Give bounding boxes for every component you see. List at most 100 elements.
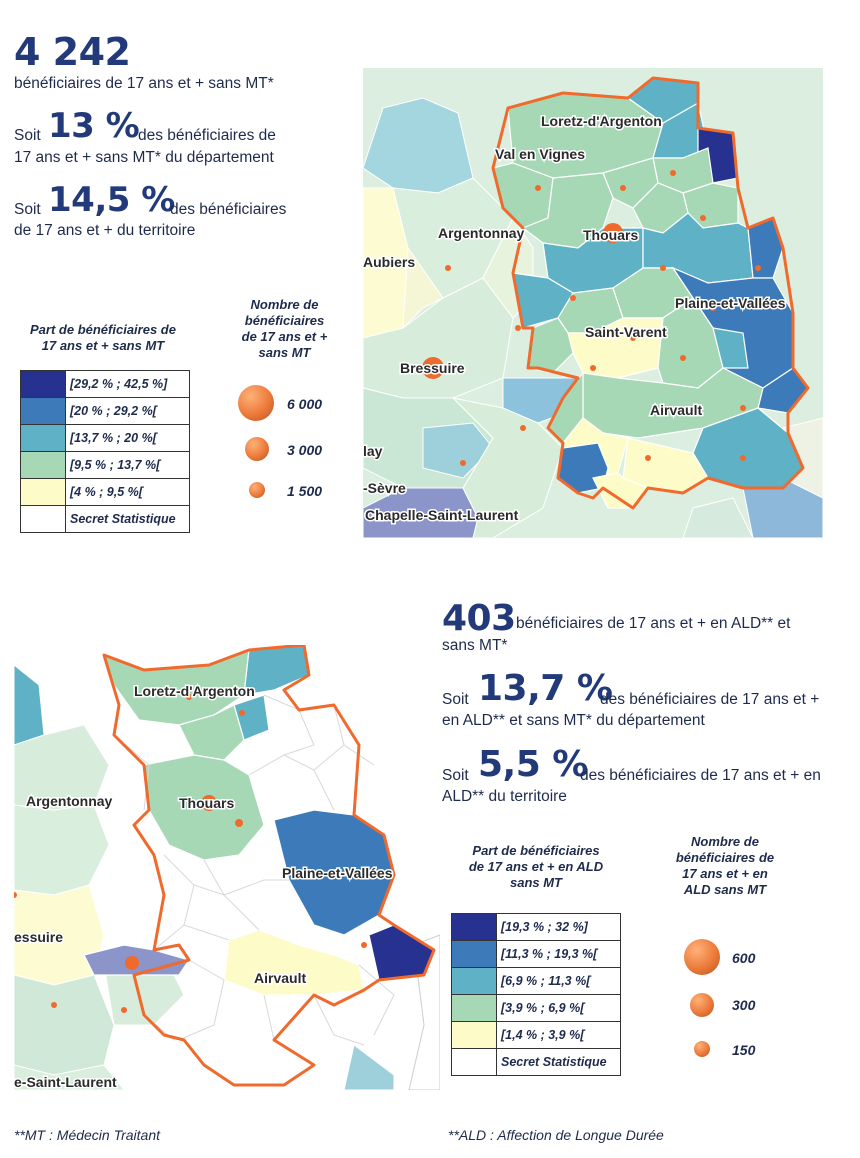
legend-label: [20 % ; 29,2 %[ xyxy=(65,397,190,425)
legend-label: [6,9 % ; 11,3 %[ xyxy=(496,967,621,995)
s1-dept-pct: 13 % xyxy=(48,106,140,146)
s1-legend-title-line1: Part de bénéficiaires de xyxy=(30,322,176,337)
s1-legend-title-line2: 17 ans et + sans MT xyxy=(41,338,165,353)
bubble-medium xyxy=(690,993,714,1017)
s2-dept-prefix: Soit xyxy=(442,691,469,708)
s1-dept-desc-a: des bénéficiaires de xyxy=(138,127,276,144)
s1-bubble-title-line: Nombre de xyxy=(250,297,319,312)
s2-terr-desc-a: des bénéficiaires de 17 ans et + en xyxy=(580,767,821,784)
legend-label: [4 % ; 9,5 %[ xyxy=(65,478,190,506)
map1-label-saintvarent: Saint-Varent xyxy=(585,324,667,340)
s1-count: 4 242 xyxy=(14,30,131,74)
s2-count: 403 xyxy=(442,598,516,639)
map2-label-argentonnay: Argentonnay xyxy=(26,793,113,809)
legend-swatch xyxy=(20,505,66,533)
s2-legend-title-line3: sans MT xyxy=(509,875,562,890)
s2-bubble-title-line: 17 ans et + en xyxy=(682,866,768,881)
legend-swatch xyxy=(451,994,497,1022)
legend-label: [13,7 % ; 20 %[ xyxy=(65,424,190,452)
s1-bubble-title-line: sans MT xyxy=(258,345,311,360)
bubble-medium xyxy=(245,437,269,461)
s1-legend: [29,2 % ; 42,5 %] [20 % ; 29,2 %[ [13,7 … xyxy=(20,370,190,533)
s2-terr-desc-b: ALD** du territoire xyxy=(442,788,567,805)
map-2: Loretz-d'Argenton Argentonnay Thouars Pl… xyxy=(14,645,440,1090)
legend-row: [6,9 % ; 11,3 %[ xyxy=(451,967,621,995)
s2-legend-title-line1: Part de bénéficiaires xyxy=(472,843,600,858)
map1-label-plaine: Plaine-et-Vallées xyxy=(675,295,786,311)
map1-label-aubiers: Aubiers xyxy=(363,254,415,270)
s1-count-desc: bénéficiaires de 17 ans et + sans MT* xyxy=(14,75,274,92)
legend-swatch xyxy=(451,967,497,995)
legend-label: [9,5 % ; 13,7 %[ xyxy=(65,451,190,479)
s1-terr-desc-b: de 17 ans et + du territoire xyxy=(14,222,196,239)
legend-row: [11,3 % ; 19,3 %[ xyxy=(451,940,621,968)
legend-row: [4 % ; 9,5 %[ xyxy=(20,478,190,506)
map-2-svg: Loretz-d'Argenton Argentonnay Thouars Pl… xyxy=(14,645,440,1090)
map1-label-thouars: Thouars xyxy=(583,227,638,243)
s2-bubble-title-line: Nombre de xyxy=(691,834,759,849)
map1-label-valenvignes: Val en Vignes xyxy=(495,146,585,162)
s2-count-desc-a: bénéficiaires de 17 ans et + en ALD** et xyxy=(516,615,791,632)
map2-label-plaine: Plaine-et-Vallées xyxy=(282,865,393,881)
s2-legend-title-line2: de 17 ans et + en ALD xyxy=(468,859,604,874)
legend-label: Secret Statistique xyxy=(496,1048,621,1076)
map-1: Loretz-d'Argenton Val en Vignes Argenton… xyxy=(363,68,823,538)
map1-label-sevre: -Sèvre xyxy=(363,480,406,496)
s1-bubble-title-line: de 17 ans et + xyxy=(241,329,328,344)
s1-terr-pct: 14,5 % xyxy=(48,180,175,220)
legend-swatch xyxy=(451,1021,497,1049)
bubble-large xyxy=(684,939,720,975)
map2-label-bressuire: essuire xyxy=(14,929,63,945)
s1-bubble-title-line: bénéficiaires xyxy=(244,313,325,328)
legend-row: Secret Statistique xyxy=(20,505,190,533)
map2-label-airvault: Airvault xyxy=(254,970,306,986)
legend-swatch xyxy=(20,478,66,506)
legend-label: [11,3 % ; 19,3 %[ xyxy=(496,940,621,968)
map1-label-loretz: Loretz-d'Argenton xyxy=(541,113,662,129)
bubble-large-label: 600 xyxy=(732,950,756,966)
s2-dept-desc-a: des bénéficiaires de 17 ans et + xyxy=(600,691,820,708)
bubble-small-label: 150 xyxy=(732,1042,756,1058)
s1-dept-prefix: Soit xyxy=(14,127,41,144)
legend-label: Secret Statistique xyxy=(65,505,190,533)
legend-row: [20 % ; 29,2 %[ xyxy=(20,397,190,425)
s2-terr-prefix: Soit xyxy=(442,767,469,784)
map-1-svg: Loretz-d'Argenton Val en Vignes Argenton… xyxy=(363,68,823,538)
legend-row: [3,9 % ; 6,9 %[ xyxy=(451,994,621,1022)
s1-bubble-title: Nombre de bénéficiaires de 17 ans et + s… xyxy=(222,297,347,361)
legend-swatch xyxy=(20,397,66,425)
bubble-small-label: 1 500 xyxy=(287,483,323,499)
s2-terr-pct: 5,5 % xyxy=(478,744,588,785)
s1-legend-title: Part de bénéficiaires de 17 ans et + san… xyxy=(8,322,198,354)
legend-swatch xyxy=(451,1048,497,1076)
legend-label: [1,4 % ; 3,9 %[ xyxy=(496,1021,621,1049)
bubble-medium-label: 3 000 xyxy=(287,442,323,458)
s2-dept-desc-b: en ALD** et sans MT* du département xyxy=(442,712,705,729)
legend-row: [19,3 % ; 32 %] xyxy=(451,913,621,941)
bubble-large xyxy=(238,385,274,421)
map1-label-argentonnay: Argentonnay xyxy=(438,225,525,241)
legend-label: [29,2 % ; 42,5 %] xyxy=(65,370,190,398)
s2-legend-title: Part de bénéficiaires de 17 ans et + en … xyxy=(446,843,626,891)
s2-legend: [19,3 % ; 32 %] [11,3 % ; 19,3 %[ [6,9 %… xyxy=(451,913,621,1076)
s1-terr-desc-a: des bénéficiaires xyxy=(170,201,287,218)
bubble-small xyxy=(249,482,265,498)
legend-label: [19,3 % ; 32 %] xyxy=(496,913,621,941)
legend-swatch xyxy=(451,940,497,968)
map1-label-chapelle: Chapelle-Saint-Laurent xyxy=(365,507,519,523)
legend-label: [3,9 % ; 6,9 %[ xyxy=(496,994,621,1022)
map2-label-laurent: e-Saint-Laurent xyxy=(14,1074,117,1090)
footnote-mt: **MT : Médecin Traitant xyxy=(14,1127,161,1143)
legend-row: [29,2 % ; 42,5 %] xyxy=(20,370,190,398)
legend-row: Secret Statistique xyxy=(451,1048,621,1076)
map1-label-lay: lay xyxy=(363,443,383,459)
legend-row: [9,5 % ; 13,7 %[ xyxy=(20,451,190,479)
map2-label-loretz: Loretz-d'Argenton xyxy=(134,683,255,699)
legend-swatch xyxy=(451,913,497,941)
legend-swatch xyxy=(20,424,66,452)
map1-label-bressuire: Bressuire xyxy=(400,360,465,376)
s2-count-desc-b: sans MT* xyxy=(442,637,508,654)
map1-label-airvault: Airvault xyxy=(650,402,702,418)
legend-row: [13,7 % ; 20 %[ xyxy=(20,424,190,452)
legend-swatch xyxy=(20,370,66,398)
